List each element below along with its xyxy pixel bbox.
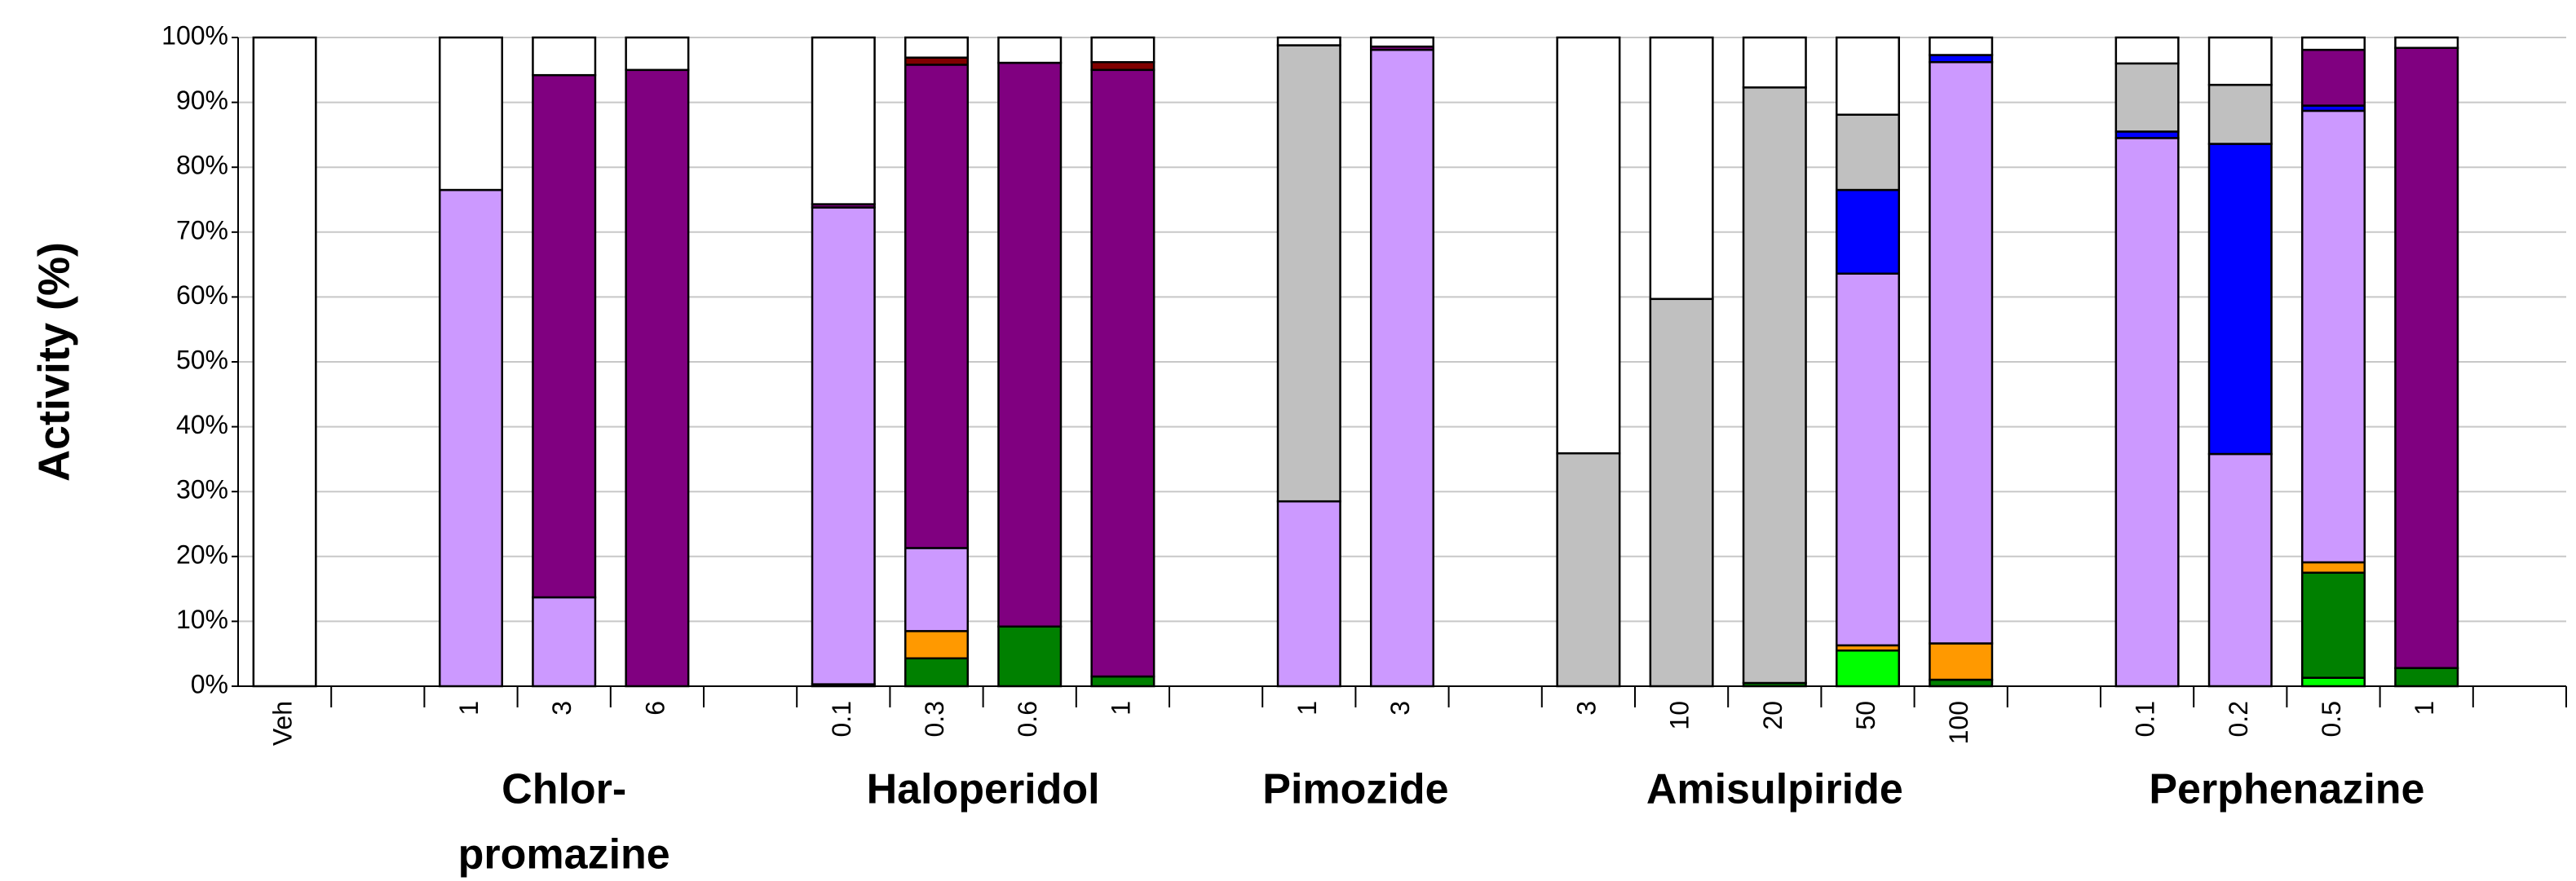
y-tick-label: 30%: [176, 475, 228, 504]
bar-segment: [904, 64, 970, 549]
bar-segment: [1276, 500, 1341, 688]
bar-segment: [2207, 36, 2273, 86]
y-tick-label: 70%: [176, 215, 228, 244]
bar-segment: [2394, 667, 2459, 688]
bar-segment: [2207, 83, 2273, 145]
bar-segment: [1090, 68, 1155, 678]
x-tick-label: 0.1: [827, 701, 856, 737]
x-tick-label: 10: [1665, 701, 1695, 730]
bar-segment: [625, 36, 690, 72]
bar-segment: [1556, 452, 1621, 688]
bar-segment: [1929, 60, 1994, 645]
bar-segment: [811, 36, 876, 205]
group-label: promazine: [458, 831, 670, 879]
bar-segment: [811, 206, 876, 685]
bar-segment: [438, 188, 504, 688]
bar-segment: [904, 657, 970, 688]
bar-segment: [2114, 137, 2180, 688]
y-axis-label: Activity (%): [29, 242, 78, 482]
x-tick-label: 1: [2410, 701, 2439, 716]
bar-segment: [1929, 642, 1994, 681]
bar-segment: [1835, 188, 1901, 275]
bar-segment: [625, 68, 690, 688]
bar-segment: [1369, 48, 1435, 688]
x-tick-label: 1: [454, 701, 484, 716]
x-tick-label: 0.5: [2317, 701, 2346, 737]
x-tick-label: 6: [640, 701, 669, 716]
x-tick-label: 20: [1758, 701, 1787, 730]
bar-segment: [1649, 36, 1714, 301]
bar-segment: [252, 36, 317, 688]
bar-segment: [1276, 36, 1341, 46]
y-tick-label: 90%: [176, 86, 228, 115]
bar-segment: [904, 630, 970, 660]
bar-segment: [2394, 36, 2459, 49]
group-label: Perphenazine: [2149, 766, 2424, 813]
group-label: Amisulpiride: [1646, 766, 1903, 813]
bar-segment: [1276, 44, 1341, 503]
x-tick-label: 1: [1292, 701, 1322, 716]
x-tick-label: 50: [1851, 701, 1880, 730]
x-tick-label: 0.6: [1013, 701, 1042, 737]
bar-segment: [1090, 36, 1155, 64]
x-tick-label: 3: [1571, 701, 1601, 716]
bar-segment: [2300, 571, 2366, 679]
bar-segment: [1835, 272, 1901, 647]
bar-segment: [1369, 36, 1435, 48]
bar-segment: [1742, 36, 1807, 89]
group-label: Pimozide: [1262, 766, 1448, 813]
y-tick-label: 10%: [176, 605, 228, 634]
bar-segment: [2300, 676, 2366, 688]
bar-segment: [1835, 36, 1901, 116]
bar-segment: [2300, 36, 2366, 51]
bar-segment: [904, 36, 970, 59]
x-tick-label: Veh: [268, 701, 298, 746]
bar-segment: [1649, 297, 1714, 688]
bar-segment: [2207, 143, 2273, 456]
bar-segment: [1929, 54, 1994, 64]
bar-segment: [532, 596, 597, 688]
bar-segment: [532, 73, 597, 599]
y-tick-label: 20%: [176, 540, 228, 569]
x-tick-label: 0.2: [2224, 701, 2253, 737]
bar-segment: [532, 36, 597, 77]
x-tick-label: 3: [1385, 701, 1415, 716]
x-tick-label: 100: [1944, 701, 1973, 744]
bar-segment: [1090, 675, 1155, 688]
bar-segment: [1556, 36, 1621, 455]
group-label: Chlor-: [502, 766, 626, 813]
bar-segment: [2114, 36, 2180, 65]
bar-segment: [904, 56, 970, 66]
bar-segment: [997, 36, 1063, 64]
x-tick-label: 3: [547, 701, 577, 716]
bar-segment: [1929, 36, 1994, 56]
bar-segment: [2114, 62, 2180, 133]
y-tick-label: 100%: [161, 20, 228, 50]
bar-segment: [997, 625, 1063, 688]
y-tick-label: 60%: [176, 280, 228, 310]
bar-segment: [904, 547, 970, 632]
x-tick-label: 0.1: [2131, 701, 2160, 737]
bar-segment: [997, 61, 1063, 628]
bar-segment: [1742, 86, 1807, 685]
bar-segment: [1835, 649, 1901, 688]
bar-segment: [438, 36, 504, 192]
bar-segment: [2300, 561, 2366, 574]
y-tick-label: 40%: [176, 410, 228, 439]
bar-segment: [2300, 109, 2366, 564]
bar-segment: [2207, 452, 2273, 688]
bar-segment: [2394, 46, 2459, 669]
x-tick-label: 1: [1106, 701, 1135, 716]
y-tick-label: 80%: [176, 151, 228, 180]
x-tick-label: 0.3: [920, 701, 949, 737]
y-tick-label: 50%: [176, 345, 228, 374]
y-tick-label: 0%: [191, 669, 228, 698]
bar-segment: [1835, 113, 1901, 192]
group-label: Haloperidol: [867, 766, 1100, 813]
bar-segment: [1090, 60, 1155, 72]
bar-segment: [2300, 48, 2366, 107]
